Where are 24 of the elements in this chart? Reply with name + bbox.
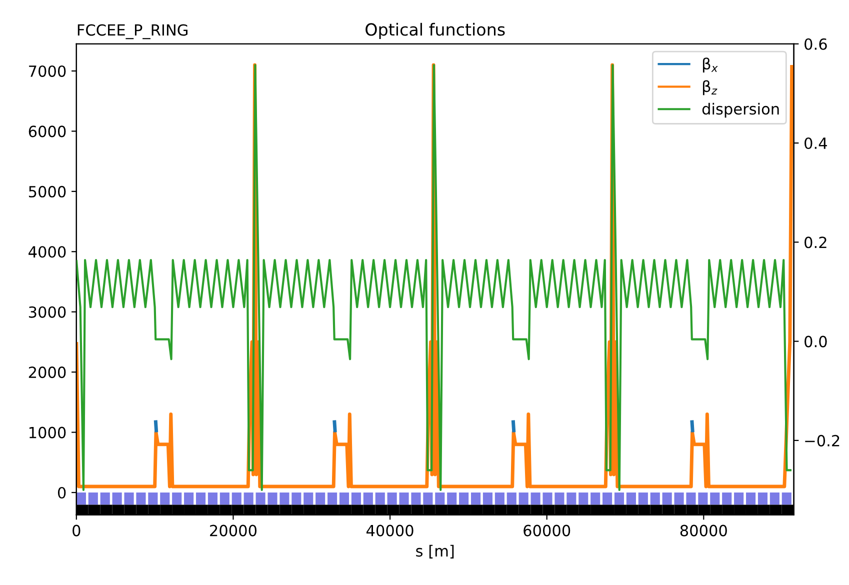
legend-label: β$_{z}$: [702, 80, 718, 96]
y2-tick-label: −0.2: [805, 434, 840, 446]
y-tick-label: 4000: [28, 246, 66, 258]
legend-label: β$_{x}$: [702, 58, 718, 73]
x-tick-label: 40000: [366, 524, 414, 536]
chart-title: Optical functions: [366, 22, 505, 40]
y-tick-label: 1000: [29, 426, 66, 438]
x-tick-label: 80000: [680, 524, 727, 536]
y2-tick-label: 0.2: [804, 236, 826, 248]
x-tick-label: 0: [72, 524, 80, 536]
x-tick-label: 60000: [524, 524, 570, 536]
legend-label: dispersion: [702, 102, 779, 118]
y-tick-label: 5000: [28, 186, 66, 198]
y2-tick-label: 0.4: [804, 137, 827, 150]
x-axis-title: s [m]: [416, 544, 454, 558]
y2-tick-label: 0.6: [804, 38, 827, 50]
y-tick-label: 3000: [28, 306, 66, 318]
y-tick-label: 2000: [28, 366, 66, 378]
y2-tick-label: 0.0: [804, 336, 827, 348]
y-tick-label: 7000: [29, 65, 66, 77]
y-tick-label: 6000: [28, 126, 66, 138]
x-tick-label: 20000: [210, 524, 257, 536]
y-tick-label: 0: [58, 486, 66, 499]
chart-subtitle: FCCEE_P_RING: [78, 24, 188, 40]
